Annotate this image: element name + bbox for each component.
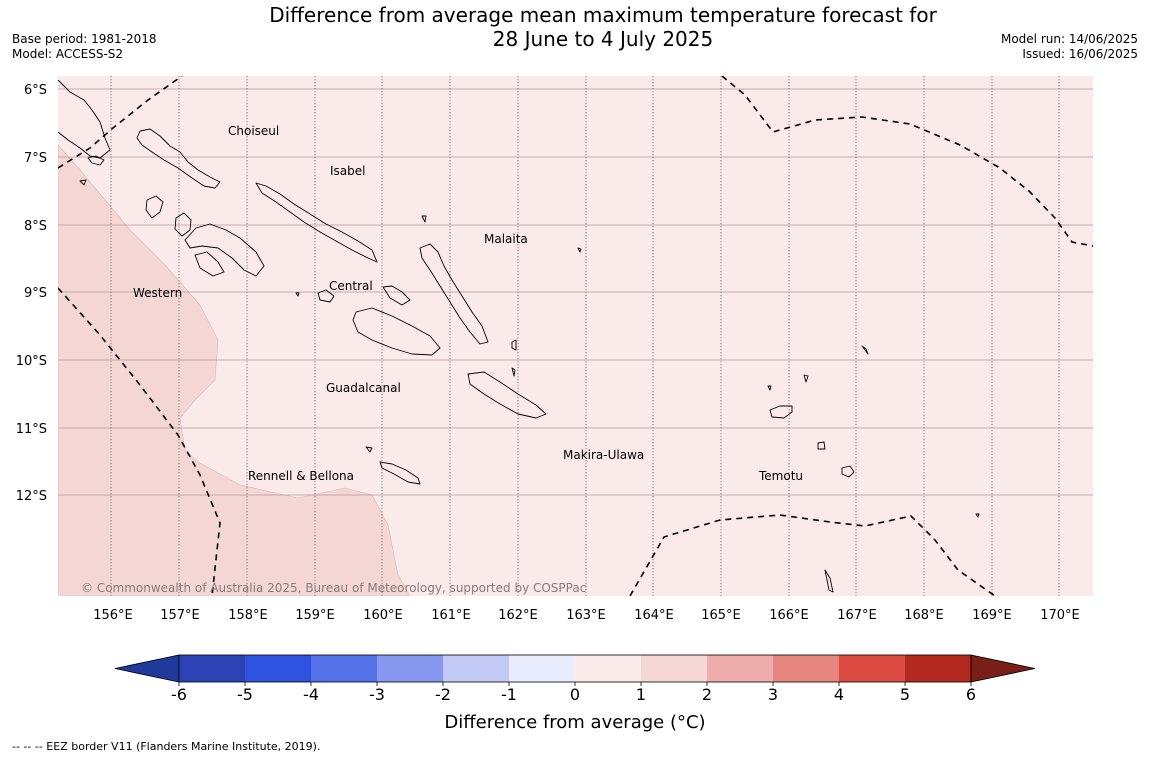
colorbar-tick-label: 5 bbox=[900, 685, 910, 704]
issued-text: Issued: 16/06/2025 bbox=[1022, 47, 1138, 61]
colorbar-tick-label: -4 bbox=[303, 685, 319, 704]
colorbar-segment bbox=[377, 655, 443, 682]
region-labels: Choiseul Isabel Malaita Western Central … bbox=[133, 124, 803, 483]
copyright-text: © Commonwealth of Australia 2025, Bureau… bbox=[81, 581, 586, 595]
region-label-temotu: Temotu bbox=[758, 469, 803, 483]
lon-tick-label: 160°E bbox=[363, 608, 403, 623]
colorbar-segment bbox=[179, 655, 245, 682]
colorbar-tick-label: -1 bbox=[501, 685, 517, 704]
lon-tick-label: 159°E bbox=[295, 608, 335, 623]
colorbar-tick-label: -2 bbox=[435, 685, 451, 704]
title-line-2: 28 June to 4 July 2025 bbox=[492, 27, 714, 51]
lat-tick-label: 11°S bbox=[16, 422, 47, 437]
colorbar-segment bbox=[641, 655, 707, 682]
colorbar-segment bbox=[707, 655, 773, 682]
colorbar-tick-label: 1 bbox=[636, 685, 646, 704]
lat-tick-label: 7°S bbox=[24, 151, 47, 166]
model-text: Model: ACCESS-S2 bbox=[12, 47, 124, 61]
lon-tick-label: 169°E bbox=[972, 608, 1012, 623]
colorbar-tick-label: -6 bbox=[171, 685, 187, 704]
colorbar-tick-label: 0 bbox=[570, 685, 580, 704]
lon-tick-label: 156°E bbox=[93, 608, 133, 623]
colorbar bbox=[114, 654, 1036, 686]
colorbar-tick-label: 3 bbox=[768, 685, 778, 704]
lat-tick-label: 6°S bbox=[24, 83, 47, 98]
model-run-text: Model run: 14/06/2025 bbox=[1000, 32, 1138, 46]
title-line-1: Difference from average mean maximum tem… bbox=[269, 3, 937, 27]
region-label-malaita: Malaita bbox=[484, 232, 528, 246]
colorbar-segment bbox=[839, 655, 905, 682]
colorbar-segment bbox=[311, 655, 377, 682]
lon-tick-label: 158°E bbox=[228, 608, 268, 623]
colorbar-arrow-low bbox=[114, 654, 180, 683]
region-label-western: Western bbox=[133, 286, 182, 300]
colorbar-segment bbox=[509, 655, 575, 682]
colorbar-arrow-high bbox=[970, 654, 1036, 683]
lon-tick-label: 165°E bbox=[701, 608, 741, 623]
region-label-makira-ulawa: Makira-Ulawa bbox=[563, 448, 644, 462]
colorbar-label: Difference from average (°C) bbox=[444, 712, 705, 733]
lon-tick-label: 167°E bbox=[837, 608, 877, 623]
region-label-isabel: Isabel bbox=[330, 164, 365, 178]
colorbar-tick-label: -5 bbox=[237, 685, 253, 704]
eez-legend-note: -- -- -- EEZ border V11 (Flanders Marine… bbox=[12, 740, 320, 753]
colorbar-tick-labels: -6 -5 -4 -3 -2 -1 0 1 2 3 4 5 6 bbox=[171, 685, 976, 704]
lon-tick-label: 170°E bbox=[1040, 608, 1080, 623]
colorbar-tick-label: -3 bbox=[369, 685, 385, 704]
island-outlines bbox=[58, 79, 980, 593]
map-title: Difference from average mean maximum tem… bbox=[0, 3, 1150, 51]
anomaly-1-2-area bbox=[58, 144, 411, 596]
colorbar-segment bbox=[443, 655, 509, 682]
lat-tick-label: 12°S bbox=[16, 489, 47, 504]
colorbar-segment bbox=[245, 655, 311, 682]
colorbar-segment bbox=[773, 655, 839, 682]
colorbar-tick-label: 2 bbox=[702, 685, 712, 704]
lon-tick-label: 164°E bbox=[634, 608, 674, 623]
region-label-choiseul: Choiseul bbox=[228, 124, 279, 138]
eez-border bbox=[58, 76, 1093, 596]
colorbar-tick-label: 4 bbox=[834, 685, 844, 704]
lon-tick-labels: 156°E 157°E 158°E 159°E 160°E 161°E 162°… bbox=[93, 608, 1080, 623]
lon-tick-label: 162°E bbox=[498, 608, 538, 623]
colorbar-segment bbox=[575, 655, 641, 682]
lon-tick-label: 161°E bbox=[431, 608, 471, 623]
lon-tick-label: 168°E bbox=[904, 608, 944, 623]
region-label-rennell-bellona: Rennell & Bellona bbox=[248, 469, 354, 483]
region-label-central: Central bbox=[329, 279, 373, 293]
lat-tick-label: 9°S bbox=[24, 286, 47, 301]
lon-tick-label: 163°E bbox=[566, 608, 606, 623]
base-period-text: Base period: 1981-2018 bbox=[12, 32, 157, 46]
lon-tick-label: 166°E bbox=[769, 608, 809, 623]
map-area bbox=[58, 76, 1093, 596]
lat-tick-label: 8°S bbox=[24, 219, 47, 234]
lat-tick-label: 10°S bbox=[16, 354, 47, 369]
lon-tick-label: 157°E bbox=[160, 608, 200, 623]
colorbar-segment bbox=[905, 655, 971, 682]
colorbar-tick-label: 6 bbox=[966, 685, 976, 704]
region-label-guadalcanal: Guadalcanal bbox=[326, 381, 401, 395]
lat-tick-labels: 6°S 7°S 8°S 9°S 10°S 11°S 12°S bbox=[16, 83, 47, 504]
latitude-lines bbox=[58, 88, 1093, 496]
